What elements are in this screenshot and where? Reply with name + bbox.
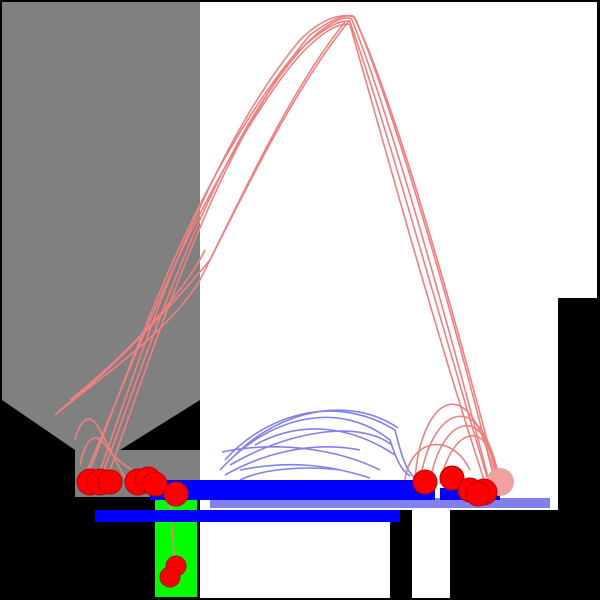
platform-upper — [150, 480, 435, 500]
platform-arc — [239, 463, 371, 479]
open-area — [200, 2, 597, 598]
trajectory-small-arc — [419, 415, 501, 483]
trajectory-arc — [109, 14, 498, 479]
trajectory-arc — [89, 20, 489, 481]
open-area-upper — [200, 2, 597, 510]
trajectory-arc — [84, 23, 486, 484]
agent-ball — [97, 469, 123, 495]
open-area-column-right — [412, 505, 450, 598]
agent-ball — [142, 471, 168, 497]
agent-ball — [439, 465, 465, 491]
platform-arc — [224, 410, 416, 479]
platform-arc — [239, 467, 341, 481]
trajectory-small-arc — [439, 435, 498, 485]
platform-trajectories — [219, 409, 416, 481]
agent-ball — [412, 469, 438, 495]
platform-arc — [234, 409, 399, 456]
trajectory-arc — [54, 21, 346, 416]
ghost-platform — [210, 498, 550, 508]
platform-arc — [254, 428, 396, 456]
trajectory-arc — [99, 17, 491, 486]
trajectory-arc — [94, 14, 496, 486]
agent-ball — [159, 566, 181, 588]
goal-trajectories — [54, 14, 501, 571]
trajectory-arc — [74, 418, 131, 486]
platform-arc — [219, 416, 411, 477]
agent-ball — [163, 481, 189, 507]
trajectory-arc — [69, 249, 206, 401]
platform-arc — [229, 430, 393, 466]
platform-arc — [224, 446, 361, 476]
agent-ball — [465, 481, 491, 507]
platform-arc — [221, 446, 381, 471]
agents — [76, 465, 498, 588]
platform-lower — [95, 510, 400, 522]
start-zone — [2, 2, 200, 497]
